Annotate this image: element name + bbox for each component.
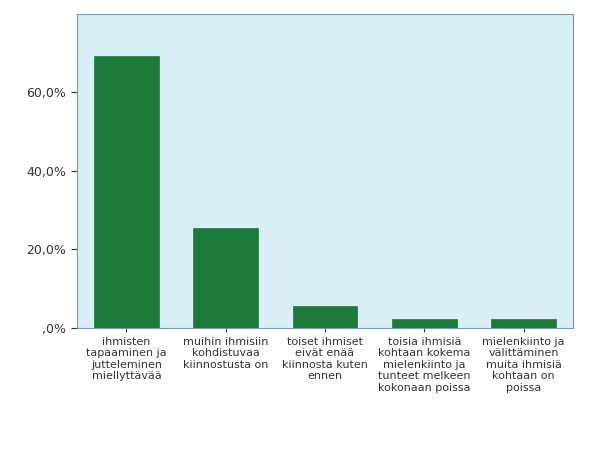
Bar — [293, 306, 358, 328]
Bar — [392, 319, 457, 328]
Bar — [94, 56, 159, 328]
Bar — [193, 228, 258, 328]
Bar — [491, 319, 556, 328]
